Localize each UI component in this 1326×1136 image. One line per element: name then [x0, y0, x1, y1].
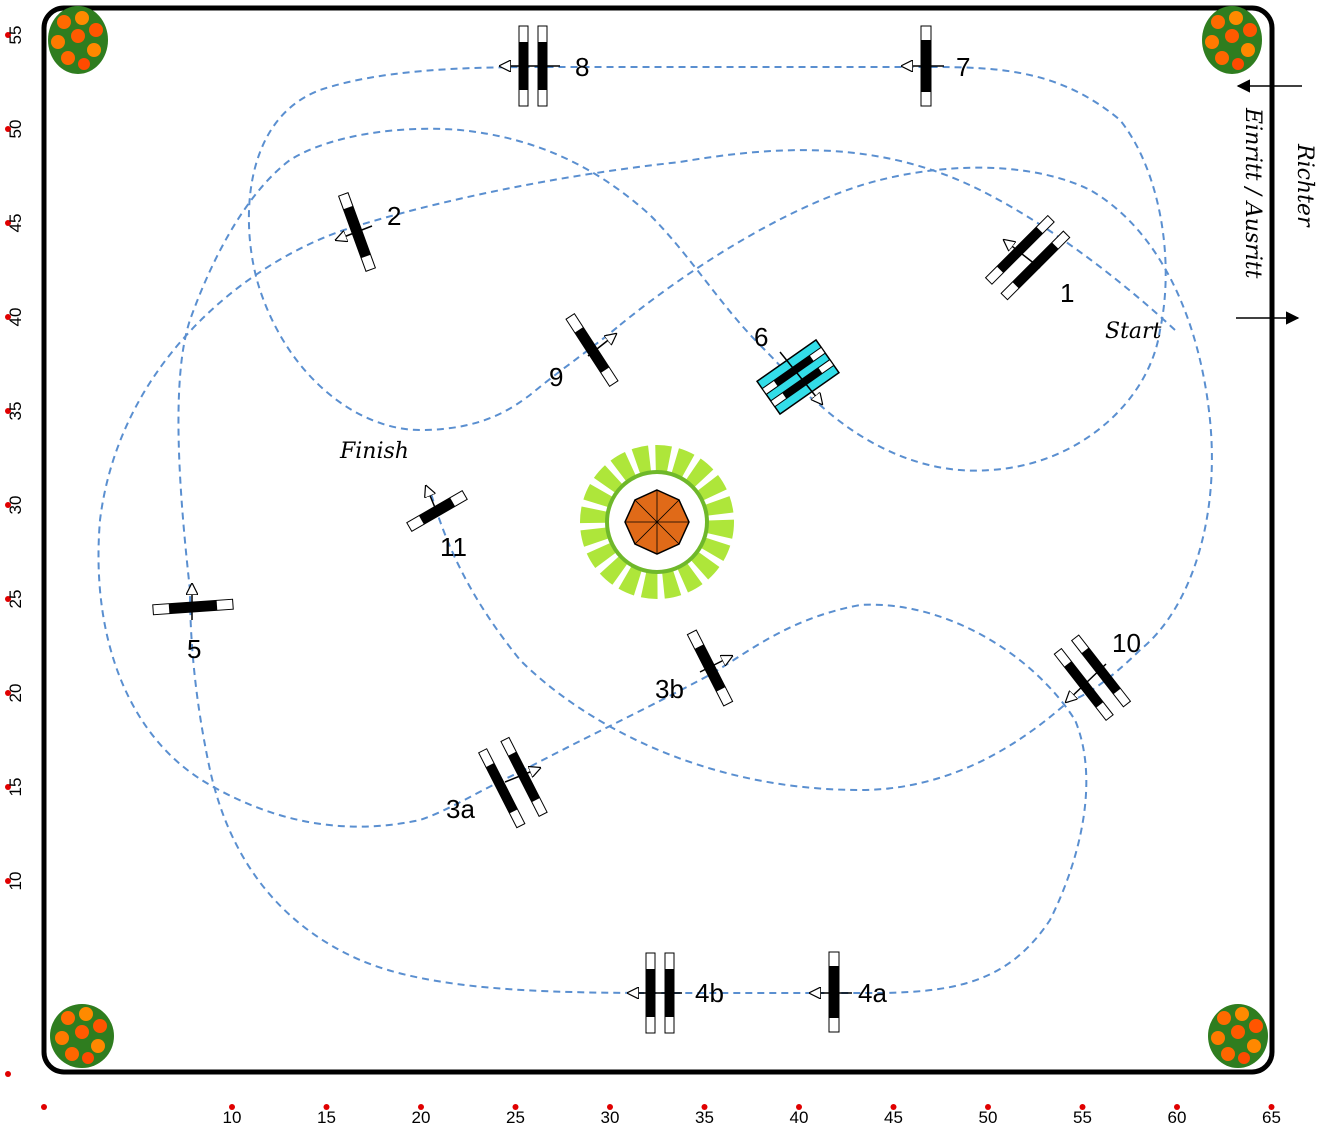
obstacle-label-8: 8 — [575, 52, 589, 82]
corner-dot — [5, 1071, 11, 1077]
obstacle-label-11: 11 — [440, 532, 467, 562]
obstacle-4a — [828, 951, 840, 1033]
y-tick-label: 10 — [6, 872, 25, 891]
x-tick-dot — [1079, 1104, 1086, 1110]
x-tick-label: 65 — [1262, 1108, 1281, 1127]
x-tick-label: 15 — [317, 1108, 336, 1127]
corner-flowers-bottom-left — [50, 1004, 114, 1068]
x-tick-label: 45 — [884, 1108, 903, 1127]
y-tick-dot — [5, 408, 11, 414]
x-tick-dot — [607, 1104, 613, 1110]
obstacle-9 — [565, 313, 619, 387]
obstacle-label-6: 6 — [754, 322, 768, 352]
y-tick-label: 25 — [6, 590, 25, 609]
y-tick-label: 45 — [6, 214, 25, 233]
y-tick-label: 50 — [6, 120, 25, 139]
obstacle-label-4a: 4a — [858, 978, 887, 1008]
x-tick-dot — [229, 1104, 235, 1110]
x-axis: 10 15 20 25 30 35 40 45 50 55 60 65 — [223, 1104, 1281, 1127]
x-tick-label: 30 — [601, 1108, 620, 1127]
arena-border — [41, 5, 1275, 1075]
x-tick-label: 55 — [1073, 1108, 1092, 1127]
x-tick-label: 20 — [412, 1108, 431, 1127]
y-tick-label: 55 — [6, 26, 25, 45]
obstacle-11 — [406, 489, 468, 533]
x-tick-dot — [985, 1104, 991, 1110]
y-tick-dot — [5, 784, 11, 790]
y-tick-dot — [5, 690, 11, 696]
judge-label: Richter — [1292, 143, 1317, 228]
y-tick-dot — [5, 502, 11, 508]
corner-flowers-top-left — [48, 6, 108, 74]
x-tick-dot — [796, 1104, 802, 1110]
x-tick-label: 60 — [1168, 1108, 1187, 1127]
y-tick-dot — [5, 878, 11, 884]
obstacle-5 — [152, 598, 234, 616]
riding-path — [97, 66, 1213, 994]
x-tick-dot — [418, 1104, 424, 1110]
x-tick-dot — [1174, 1104, 1180, 1110]
finish-label: Finish — [339, 439, 409, 464]
start-label: Start — [1105, 319, 1162, 344]
y-tick-label: 40 — [6, 308, 25, 327]
x-tick-dot — [323, 1104, 330, 1110]
planter-ring — [580, 445, 734, 599]
x-tick-dot — [701, 1104, 708, 1110]
obstacle-label-1: 1 — [1060, 278, 1074, 308]
x-tick-dot — [890, 1104, 897, 1110]
x-tick-label: 10 — [223, 1108, 242, 1127]
obstacle-label-5: 5 — [187, 634, 201, 664]
obstacle-1 — [984, 214, 1071, 301]
entrance-label: Einritt / Ausritt — [1240, 107, 1265, 279]
corner-flowers-top-right — [1202, 6, 1262, 74]
obstacle-label-2: 2 — [387, 201, 401, 231]
y-tick-label: 20 — [6, 684, 25, 703]
y-axis: 55 50 45 40 35 30 25 20 15 10 — [5, 26, 25, 891]
obstacle-label-3a: 3a — [446, 794, 475, 824]
y-tick-dot — [5, 314, 11, 320]
y-tick-label: 30 — [6, 496, 25, 515]
y-tick-dot — [5, 32, 11, 38]
obstacle-label-9: 9 — [549, 362, 563, 392]
x-tick-label: 50 — [979, 1108, 998, 1127]
y-tick-dot — [5, 126, 11, 132]
y-tick-dot — [5, 220, 11, 226]
corner-flowers-bottom-right — [1208, 1004, 1268, 1068]
x-tick-label: 35 — [695, 1108, 714, 1127]
obstacle-3b — [686, 629, 734, 707]
origin-dot — [41, 1104, 47, 1110]
obstacle-label-3b: 3b — [655, 674, 684, 704]
x-tick-label: 40 — [790, 1108, 809, 1127]
y-tick-label: 35 — [6, 402, 25, 421]
center-umbrella-planter — [580, 445, 734, 599]
x-tick-dot — [1268, 1104, 1275, 1110]
obstacle-3a — [478, 736, 548, 829]
obstacle-label-4b: 4b — [695, 978, 724, 1008]
y-tick-dot — [5, 596, 11, 602]
obstacle-label-7: 7 — [956, 52, 970, 82]
y-tick-label: 15 — [6, 778, 25, 797]
obstacle-label-10: 10 — [1112, 628, 1141, 658]
x-tick-dot — [512, 1104, 519, 1110]
x-tick-label: 25 — [506, 1108, 525, 1127]
obstacle-6-water — [755, 338, 841, 416]
